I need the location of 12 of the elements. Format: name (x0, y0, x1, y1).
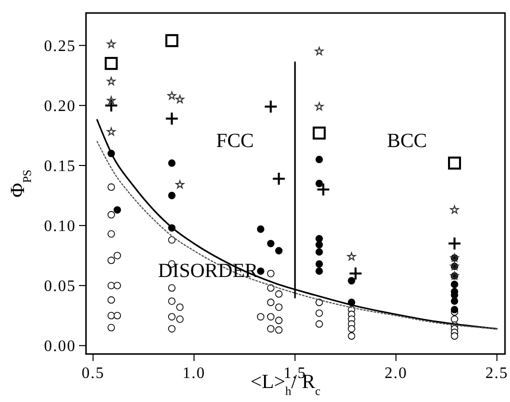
x-tick-label: 2.5 (485, 365, 508, 382)
x-tick-label: 0.5 (82, 365, 105, 382)
y-tick-label: 0.25 (44, 38, 76, 56)
x-tick-label: 2.0 (384, 365, 408, 382)
y-tick-label: 0.05 (44, 278, 76, 296)
x-tick-label: 1.0 (182, 365, 206, 382)
y-tick-label: 0.00 (44, 338, 76, 356)
y-tick-label: 0.10 (44, 218, 76, 236)
y-tick-label: 0.15 (44, 158, 76, 176)
annotation: BCC (386, 130, 428, 152)
annotation: FCC (216, 130, 254, 152)
y-tick-label: 0.20 (44, 98, 76, 116)
